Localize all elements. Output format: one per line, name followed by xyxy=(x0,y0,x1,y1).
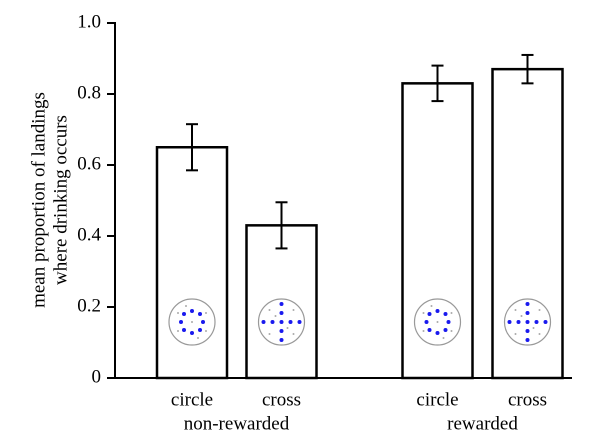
y-tick-label: 0.2 xyxy=(77,295,101,316)
y-axis-label: mean proportion of landings xyxy=(28,92,49,308)
bar-icon xyxy=(413,298,462,346)
x-tick-label: cross xyxy=(508,389,547,410)
y-tick-label: 0.6 xyxy=(77,153,101,174)
bar-icon xyxy=(168,298,216,346)
y-tick-label: 0.8 xyxy=(77,82,101,103)
y-axis-label: where drinking occurs xyxy=(50,115,71,285)
x-tick-label: circle xyxy=(416,389,458,410)
group-label: non-rewarded xyxy=(184,413,290,434)
group-label: rewarded xyxy=(447,413,518,434)
y-tick-label: 1.0 xyxy=(77,11,101,32)
y-tick-label: 0.4 xyxy=(77,224,101,245)
bar-icon xyxy=(257,298,306,346)
y-tick-label: 0 xyxy=(92,366,102,387)
bar xyxy=(491,67,564,380)
x-tick-label: circle xyxy=(171,389,213,410)
bar-icon xyxy=(503,298,552,346)
x-tick-label: cross xyxy=(262,389,301,410)
